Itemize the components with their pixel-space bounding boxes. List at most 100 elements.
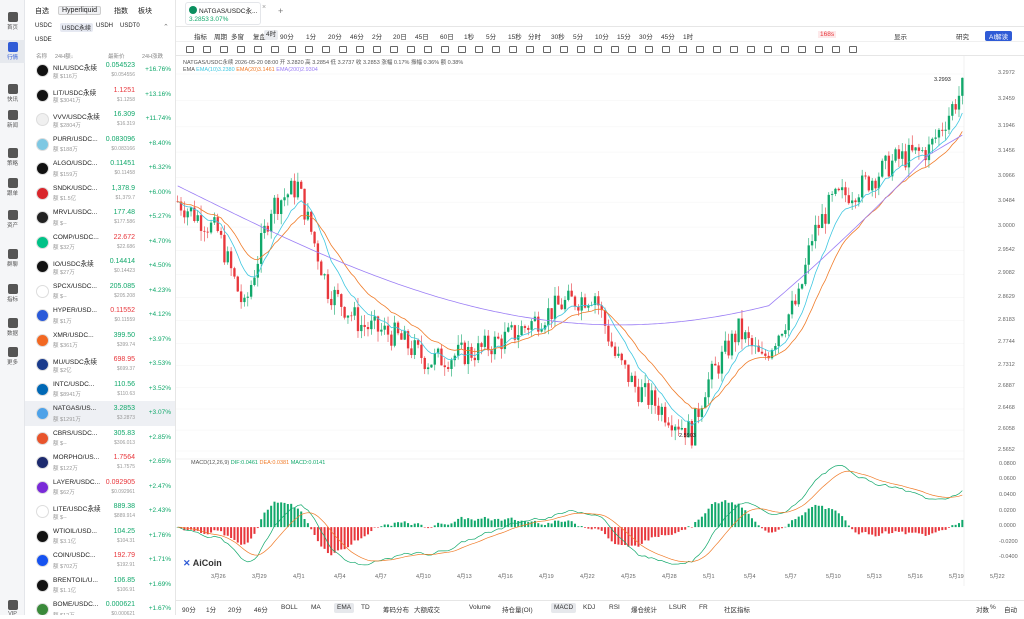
drawing-tool-icon[interactable] — [662, 46, 670, 53]
drawing-tool-icon[interactable] — [611, 46, 619, 53]
drawing-tool-icon[interactable] — [356, 46, 364, 53]
drawing-tool-icon[interactable] — [560, 46, 568, 53]
toolbar-item-1[interactable]: 周期 — [214, 34, 227, 41]
drawing-tool-icon[interactable] — [509, 46, 517, 53]
market-row[interactable]: INTC/USDC... 额 $8941万 110.56 $110.63 +3.52% — [25, 377, 175, 402]
nav-strategy[interactable]: 策略 — [0, 146, 25, 169]
drawing-tool-icon[interactable] — [424, 46, 432, 53]
drawing-tool-icon[interactable] — [628, 46, 636, 53]
drawing-tool-icon[interactable] — [781, 46, 789, 53]
nav-chat[interactable]: 群聊 — [0, 247, 25, 270]
scale-option-1[interactable]: % — [990, 604, 996, 611]
indicator-9[interactable]: KDJ — [583, 604, 596, 611]
indicator-6[interactable]: Volume — [469, 604, 491, 611]
drawing-tool-icon[interactable] — [475, 46, 483, 53]
nav-data[interactable]: 数据 — [0, 316, 25, 339]
market-subtab-0[interactable]: USDC — [35, 23, 53, 29]
toolbar-item-3[interactable]: 复盘 — [253, 34, 266, 41]
market-subtab-3[interactable]: USDT0 — [120, 23, 140, 29]
market-row[interactable]: PURR/USDC... 额 $188万 0.083096 $0.083166 +8.4… — [25, 132, 175, 157]
drawing-tool-icon[interactable] — [713, 46, 721, 53]
drawing-tool-icon[interactable] — [577, 46, 585, 53]
market-row[interactable]: ALGO/USDC... 额 $159万 0.11451 $0.11458 +6.32% — [25, 156, 175, 181]
indicator-4[interactable]: 筹码分布 — [383, 607, 409, 614]
toolbar-item-10[interactable]: 20日 — [393, 34, 407, 41]
toolbar-item-19[interactable]: 10分 — [595, 34, 609, 41]
toolbar-item-0[interactable]: 指标 — [194, 34, 207, 41]
market-row[interactable]: LAYER/USDC... 额 $62万 0.092905 $0.092961 +2.4… — [25, 475, 175, 500]
chart-area[interactable]: NATGAS/USDC永续 2026-05-20 08:00 开 3.2820 … — [176, 56, 1024, 600]
toolbar-item-7[interactable]: 20分 — [328, 34, 342, 41]
nav-chart[interactable]: 行情 — [0, 40, 25, 63]
toolbar-item-20[interactable]: 15分 — [617, 34, 631, 41]
drawing-tool-icon[interactable] — [526, 46, 534, 53]
drawing-tool-icon[interactable] — [186, 46, 194, 53]
indicator-11[interactable]: 爆仓统计 — [631, 607, 657, 614]
market-tab-2[interactable]: 指数 — [114, 8, 128, 15]
market-row[interactable]: BOME/USDC... 额 $12万 0.000621 $0.000621 +1.67… — [25, 597, 175, 615]
scale-option-2[interactable]: 自动 — [1004, 607, 1017, 614]
drawing-tool-icon[interactable] — [407, 46, 415, 53]
interval-46m[interactable]: 46分 — [254, 607, 268, 614]
toolbar-item-13[interactable]: 1秒 — [464, 34, 475, 41]
toolbar-item-22[interactable]: 45分 — [661, 34, 675, 41]
toolbar-item-18[interactable]: 5分 — [573, 34, 584, 41]
market-row[interactable]: NIL/USDC永续额 $116万 0.054523 $0.054556 +16.76… — [25, 58, 175, 83]
toolbar-item-8[interactable]: 46分 — [350, 34, 364, 41]
toolbar-item-9[interactable]: 2分 — [372, 34, 383, 41]
indicator-13[interactable]: FR — [699, 604, 708, 611]
nav-wallet[interactable]: 资产 — [0, 208, 25, 231]
market-row[interactable]: COMP/USDC... 额 $32万 22.672 $22.686 +4.70% — [25, 230, 175, 255]
interval-20m[interactable]: 20分 — [228, 607, 242, 614]
drawing-tool-icon[interactable] — [730, 46, 738, 53]
toolbar-item-2[interactable]: 多窗 — [231, 34, 244, 41]
drawing-tool-icon[interactable] — [254, 46, 262, 53]
drawing-tool-icon[interactable] — [220, 46, 228, 53]
research-button[interactable]: 研究 — [956, 34, 969, 41]
toolbar-item-23[interactable]: 1时 — [683, 34, 694, 41]
market-row[interactable]: COIN/USDC... 额 $702万 192.79 $192.91 +1.71% — [25, 548, 175, 573]
market-row[interactable]: LITE/USDC永续额 $-- 889.38 $889.914 +2.43% — [25, 499, 175, 524]
drawing-tool-icon[interactable] — [288, 46, 296, 53]
market-row[interactable]: CBRS/USDC... 额 $-- 305.83 $306.013 +2.85% — [25, 426, 175, 451]
drawing-tool-icon[interactable] — [747, 46, 755, 53]
interval-1m[interactable]: 1分 — [206, 607, 217, 614]
drawing-tool-icon[interactable] — [322, 46, 330, 53]
market-row[interactable]: MU/USDC永续额 $2亿 698.95 $699.37 +3.53% — [25, 352, 175, 377]
market-row[interactable]: VVV/USDC永续额 $2804万 16.309 $16.319 +11.74% — [25, 107, 175, 132]
market-row[interactable]: HYPER/USD... 额 $1万 0.11552 $0.11559 +4.12% — [25, 303, 175, 328]
market-row[interactable]: MORPHO/US... 额 $122万 1.7564 $1.7575 +2.65% — [25, 450, 175, 475]
indicator-12[interactable]: LSUR — [669, 604, 687, 611]
drawing-tool-icon[interactable] — [798, 46, 806, 53]
market-row[interactable]: XMR/USDC... 额 $361万 399.50 $399.74 +3.97% — [25, 328, 175, 353]
market-row[interactable]: NATGAS/US... 额 $1291万 3.2853 $3.2873 +3.07% — [25, 401, 175, 426]
drawing-tool-icon[interactable] — [390, 46, 398, 53]
drawing-tool-icon[interactable] — [679, 46, 687, 53]
nav-news[interactable]: 新闻 — [0, 108, 25, 131]
toolbar-item-16[interactable]: 分时 — [528, 34, 541, 41]
market-tab-3[interactable]: 板块 — [138, 8, 152, 15]
indicator-0[interactable]: BOLL — [281, 604, 298, 611]
chart-tab[interactable]: NATGAS/USDC永... 3.2853 3.07% — [185, 2, 261, 25]
indicator-5[interactable]: 大额成交 — [414, 607, 440, 614]
nav-home[interactable]: 首页 — [0, 10, 25, 33]
display-button[interactable]: 显示 — [894, 34, 907, 41]
ai-button[interactable]: AI解读 — [985, 31, 1013, 41]
drawing-tool-icon[interactable] — [271, 46, 279, 53]
market-tab-1[interactable]: Hyperliquid — [58, 6, 102, 15]
market-subtab-2[interactable]: USDH — [96, 23, 114, 29]
drawing-tool-icon[interactable] — [305, 46, 313, 53]
nav-copy-trade[interactable]: 跟单 — [0, 176, 25, 199]
indicator-10[interactable]: RSI — [609, 604, 620, 611]
nav-vip[interactable]: VIP — [0, 598, 25, 619]
drawing-tool-icon[interactable] — [832, 46, 840, 53]
market-row[interactable]: WTIOIL/USD... 额 $3.1亿 104.25 $104.31 +1.76% — [25, 524, 175, 549]
nav-indicator[interactable]: 指标 — [0, 282, 25, 305]
toolbar-item-5[interactable]: 90分 — [280, 34, 294, 41]
market-row[interactable]: LIT/USDC永续额 $3041万 1.1251 $1.1258 +13.16% — [25, 83, 175, 108]
nav-flash[interactable]: 快讯 — [0, 82, 25, 105]
drawing-tool-icon[interactable] — [594, 46, 602, 53]
toolbar-item-6[interactable]: 1分 — [306, 34, 317, 41]
interval-90m[interactable]: 90分 — [182, 607, 196, 614]
toolbar-item-11[interactable]: 45日 — [415, 34, 429, 41]
